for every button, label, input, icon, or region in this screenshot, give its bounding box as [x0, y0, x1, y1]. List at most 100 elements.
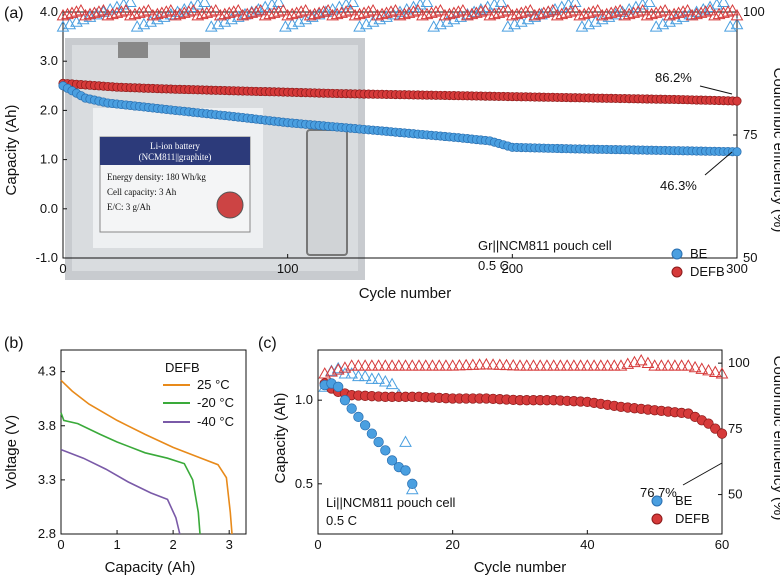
panel-a-defb-ce-marker [254, 3, 268, 16]
panel-c-xtick-label: 60 [715, 537, 729, 552]
panel-a-y2tick-label: 100 [743, 4, 765, 19]
panel-a-defb-ce-marker [622, 7, 636, 20]
panel-a-defb-ce-marker [357, 6, 371, 18]
photo-line2: (NCM811||graphite) [139, 152, 212, 162]
panel-a-defb-ce-marker [555, 7, 569, 20]
panel-a-defb-ce-marker [272, 5, 286, 17]
panel-b-ylabel: Voltage (V) [3, 415, 20, 489]
panel-a-be-ce-marker [568, 0, 582, 8]
panel-c-defb-ce-marker [688, 360, 702, 373]
panel-a-be-ce-marker [730, 17, 744, 30]
panel-c-xtick-label: 20 [445, 537, 459, 552]
panel-a-defb-ce-marker [384, 5, 398, 17]
panel-a-defb-ce-marker [541, 5, 555, 17]
panel-a-legend-defb: DEFB [690, 264, 725, 279]
panel-a-defb-ce-marker [231, 3, 245, 16]
panel-a-defb-ce-marker [613, 3, 627, 16]
panel-a-defb-ce-marker [88, 6, 101, 18]
panel-c-cell-label: Li||NCM811 pouch cell [326, 495, 455, 510]
panel-a-defb-ce-marker [708, 8, 721, 21]
panel-c-be-capacity-point [366, 428, 378, 439]
panel-c-defb-ce-marker [641, 356, 655, 369]
panel-a-defb-ce-marker [218, 7, 232, 20]
panel-c-defb-ce-marker [486, 358, 500, 370]
panel-a-defb-ce-marker [640, 8, 654, 21]
panel-a-legend: BE DEFB [671, 246, 725, 279]
panel-a-defb-ce-marker [267, 6, 281, 18]
panel-a-be-ce-marker [198, 0, 211, 8]
panel-a-defb-ce-marker [699, 5, 712, 17]
panel-a-defb-ce-marker [492, 6, 506, 18]
panel-c-be-capacity-point [346, 403, 357, 414]
panel-a-defb-ce-marker [204, 5, 218, 17]
panel-a-defb-ce-marker [523, 3, 537, 16]
panel-c-defb-ce-marker [695, 362, 709, 374]
panel-a-defb-ce-marker [303, 8, 317, 21]
panel-b-ytick-label: 2.8 [38, 526, 56, 541]
panel-a-defb-ce-marker [151, 7, 164, 20]
panel-a-defb-ce-marker [663, 8, 676, 21]
panel-a-label: (a) [4, 5, 24, 22]
panel-a-defb-ce-marker [191, 8, 205, 21]
panel-a-defb-ce-marker [461, 8, 474, 21]
panel-c-defb-ce-marker [661, 359, 675, 371]
panel-b-legend: 25 °C -20 °C -40 °C [163, 377, 234, 429]
panel-a-defb-ce-marker [505, 8, 519, 21]
panel-c-defb-ce-marker [426, 359, 439, 371]
panel-c-defb-ce-marker [352, 359, 365, 371]
panel-c-rate-label: 0.5 C [326, 513, 357, 528]
panel-a-defb-ce-marker [514, 6, 528, 18]
panel-a-defb-ce-marker [420, 7, 434, 20]
panel-a-defb-ce-marker [398, 7, 411, 20]
panel-a-legend-be-marker [671, 248, 683, 260]
panel-a-ytick-label: -1.0 [36, 250, 58, 265]
photo-line3: Energy density: 180 Wh/kg [107, 172, 206, 182]
panel-a-defb-ce-marker [474, 5, 488, 17]
panel-c-defb-ce-marker [554, 359, 567, 371]
panel-a-defb-ce-marker [532, 7, 546, 20]
panel-c-y2tick-label: 50 [728, 487, 742, 502]
panel-a-defb-ce-marker [209, 3, 223, 16]
panel-c-y2tick-label: 75 [728, 421, 742, 436]
panel-c-y2label: Coulombic efficiency (%) [770, 356, 780, 521]
panel-c-be-ce-marker [378, 375, 392, 387]
panel-a-defb-ce-marker [380, 6, 393, 18]
panel-a-defb-ce-marker [694, 6, 708, 18]
panel-a-defb-ce-marker [496, 5, 510, 17]
panel-c-ylabel: Capacity (Ah) [272, 393, 289, 484]
panel-c-defb-ce-marker [634, 353, 648, 366]
panel-a-be-ce-marker [723, 20, 737, 32]
panel-a-defb-ce-marker [618, 8, 632, 21]
panel-c-defb-ce-marker [459, 358, 473, 371]
panel-a-defb-ce-marker [416, 8, 429, 21]
panel-a-be-ce-marker [575, 20, 589, 32]
panel-a-defb-ce-marker [312, 6, 326, 18]
panel-a-be-ce-marker [124, 0, 137, 8]
panel-a-be-capacity-point [732, 147, 742, 157]
panel-a-defb-ce-marker [353, 7, 366, 20]
panel-a-defb-ce-marker [137, 5, 151, 17]
panel-a-defb-ce-marker [339, 5, 353, 17]
panel-a-defb-ce-marker [133, 6, 146, 18]
panel-a-defb-ce-marker [119, 3, 133, 16]
panel-a-ytick-label: 4.0 [40, 4, 58, 19]
panel-a-defb-ce-marker [92, 5, 106, 17]
panel-b-xlabel: Capacity (Ah) [105, 559, 196, 576]
panel-b-xtick-label: 3 [226, 537, 233, 552]
panel-c-label: (c) [258, 335, 277, 352]
panel-a-defb-ce-marker [128, 7, 142, 20]
panel-a-defb-ce-marker [712, 7, 726, 20]
panel-a-defb-ce-marker [213, 8, 227, 21]
panel-c-defb-ce-marker [655, 359, 668, 371]
panel-c-defb-ce-marker [681, 359, 695, 371]
panel-a-defb-ce-marker [294, 5, 308, 17]
panel-b-legend-m40: -40 °C [197, 414, 234, 429]
panel-a-defb-ce-marker [101, 8, 115, 21]
panel-a-defb-ce-marker [236, 8, 250, 21]
panel-a-be-ce-marker [420, 0, 434, 8]
panel-a-defb-ce-marker [434, 3, 447, 16]
panel-c-be-ce-marker [385, 377, 399, 390]
panel-a-defb-ce-marker [591, 3, 605, 16]
panel-c-be-capacity-point [386, 455, 398, 466]
